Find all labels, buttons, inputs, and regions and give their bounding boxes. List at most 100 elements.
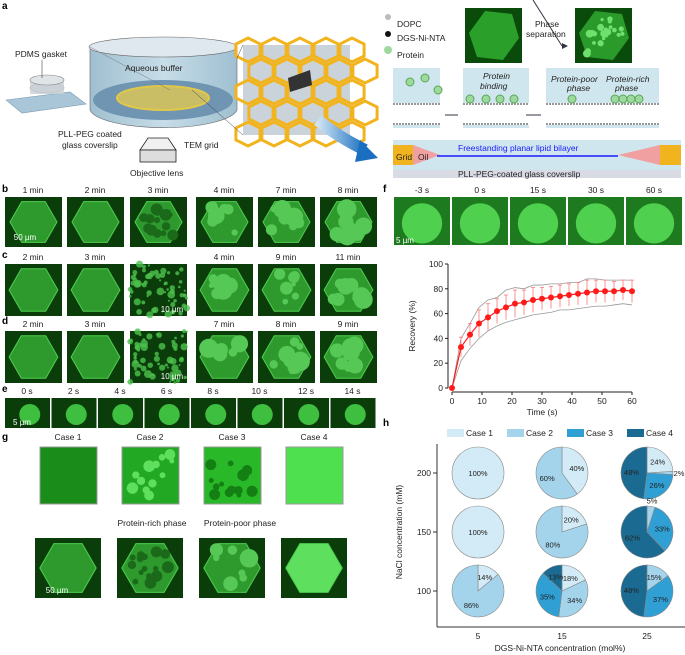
label-objective-lens: Objective lens: [130, 168, 183, 178]
pie-label: 40%: [569, 464, 584, 473]
droplet: [354, 217, 373, 235]
droplet: [335, 357, 349, 370]
x-tick-label: 15: [557, 631, 567, 641]
pie-slice: [643, 472, 674, 500]
droplet: [611, 27, 617, 33]
pie-label: 80%: [545, 541, 560, 550]
droplet: [597, 40, 604, 47]
droplet: [212, 483, 220, 491]
pie-label: 18%: [563, 574, 578, 583]
texture: [158, 342, 166, 350]
label-protein-rich-1: Protein-rich: [606, 74, 650, 84]
time-label: 60 s: [646, 185, 662, 195]
droplet: [126, 482, 139, 494]
texture: [132, 270, 138, 275]
label-coverslip-1: PLL-PEG coated: [58, 129, 122, 139]
micrograph: [284, 398, 329, 428]
grid-hexagon: [260, 78, 288, 106]
droplet: [129, 554, 136, 561]
time-label: 6 s: [161, 386, 172, 396]
micrograph: [5, 197, 62, 247]
panel-label-c: c: [2, 250, 8, 261]
texture: [169, 288, 175, 295]
droplet: [290, 351, 310, 372]
texture: [147, 362, 153, 368]
droplet: [601, 36, 606, 41]
hexagon-membrane: [8, 268, 59, 312]
y-tick-label: 200: [417, 468, 431, 478]
grid-hexagon: [260, 120, 288, 148]
texture: [173, 381, 177, 384]
texture: [178, 311, 183, 316]
texture: [131, 360, 140, 369]
time-label: 2 s: [68, 386, 79, 396]
micrograph: [510, 197, 566, 245]
micrograph: [320, 264, 377, 316]
scale-bar-label: 5 µm: [13, 418, 31, 427]
micrograph: [196, 264, 253, 316]
legend-label: Case 2: [526, 428, 553, 438]
x-tick-label: 50: [597, 396, 607, 406]
texture: [156, 333, 159, 336]
grid-hexagon: [247, 99, 275, 127]
pie-slice: [451, 564, 505, 618]
protein: [465, 94, 475, 104]
micrograph: [626, 197, 682, 245]
droplet: [148, 479, 157, 488]
data-point: [503, 304, 509, 311]
micrograph: [196, 197, 253, 247]
legend-swatch: [447, 429, 464, 437]
label-protein-rich-2: phase: [614, 83, 638, 93]
data-point: [593, 288, 599, 295]
time-label: 11 min: [336, 252, 361, 262]
droplet: [213, 554, 220, 562]
droplet: [280, 281, 293, 295]
droplet: [291, 282, 296, 287]
grid-hexagon: [325, 57, 353, 85]
droplet: [223, 576, 238, 591]
y-tick-label: 100: [417, 586, 431, 596]
data-point: [521, 299, 527, 306]
time-label: 14 s: [344, 386, 360, 396]
micrograph: [117, 538, 183, 598]
pie-slice: [620, 564, 648, 618]
data-point: [485, 314, 491, 321]
texture: [164, 363, 168, 367]
droplet: [592, 40, 596, 45]
bilayer-schematic: [384, 0, 681, 178]
texture: [171, 342, 178, 349]
texture: [177, 285, 181, 289]
droplet: [273, 200, 288, 215]
droplet: [291, 292, 300, 300]
droplet: [144, 576, 157, 589]
droplet: [607, 19, 612, 24]
time-label: 3 min: [85, 319, 106, 329]
texture: [142, 268, 146, 273]
panel-label-a: a: [2, 1, 8, 12]
droplet: [209, 488, 221, 500]
case-label: Case 2: [137, 432, 164, 442]
time-label: 8 min: [276, 319, 297, 329]
data-point: [467, 331, 473, 338]
label-protein-rich-phase: Protein-rich phase: [118, 518, 187, 528]
droplet: [207, 216, 218, 227]
case-schematic: [39, 446, 98, 505]
pie-label: 20%: [564, 515, 579, 524]
legend-label: Case 1: [466, 428, 493, 438]
protein: [610, 94, 620, 104]
label-glass: PLL-PEG-coated glass coverslip: [458, 169, 581, 179]
droplet: [227, 485, 236, 495]
pie-slice: [558, 579, 589, 618]
time-label: 12 s: [298, 386, 314, 396]
case-schematic: [285, 446, 344, 505]
droplet: [289, 337, 300, 347]
texture: [130, 274, 136, 280]
hexagon-membrane: [39, 543, 97, 593]
legend-label: Case 3: [586, 428, 613, 438]
hexagon-membrane: [71, 201, 120, 243]
grid-hexagon: [286, 78, 314, 106]
droplet: [166, 209, 171, 215]
droplet: [600, 29, 608, 38]
pie-label: 24%: [650, 458, 665, 467]
pie-label: 15%: [647, 573, 662, 582]
